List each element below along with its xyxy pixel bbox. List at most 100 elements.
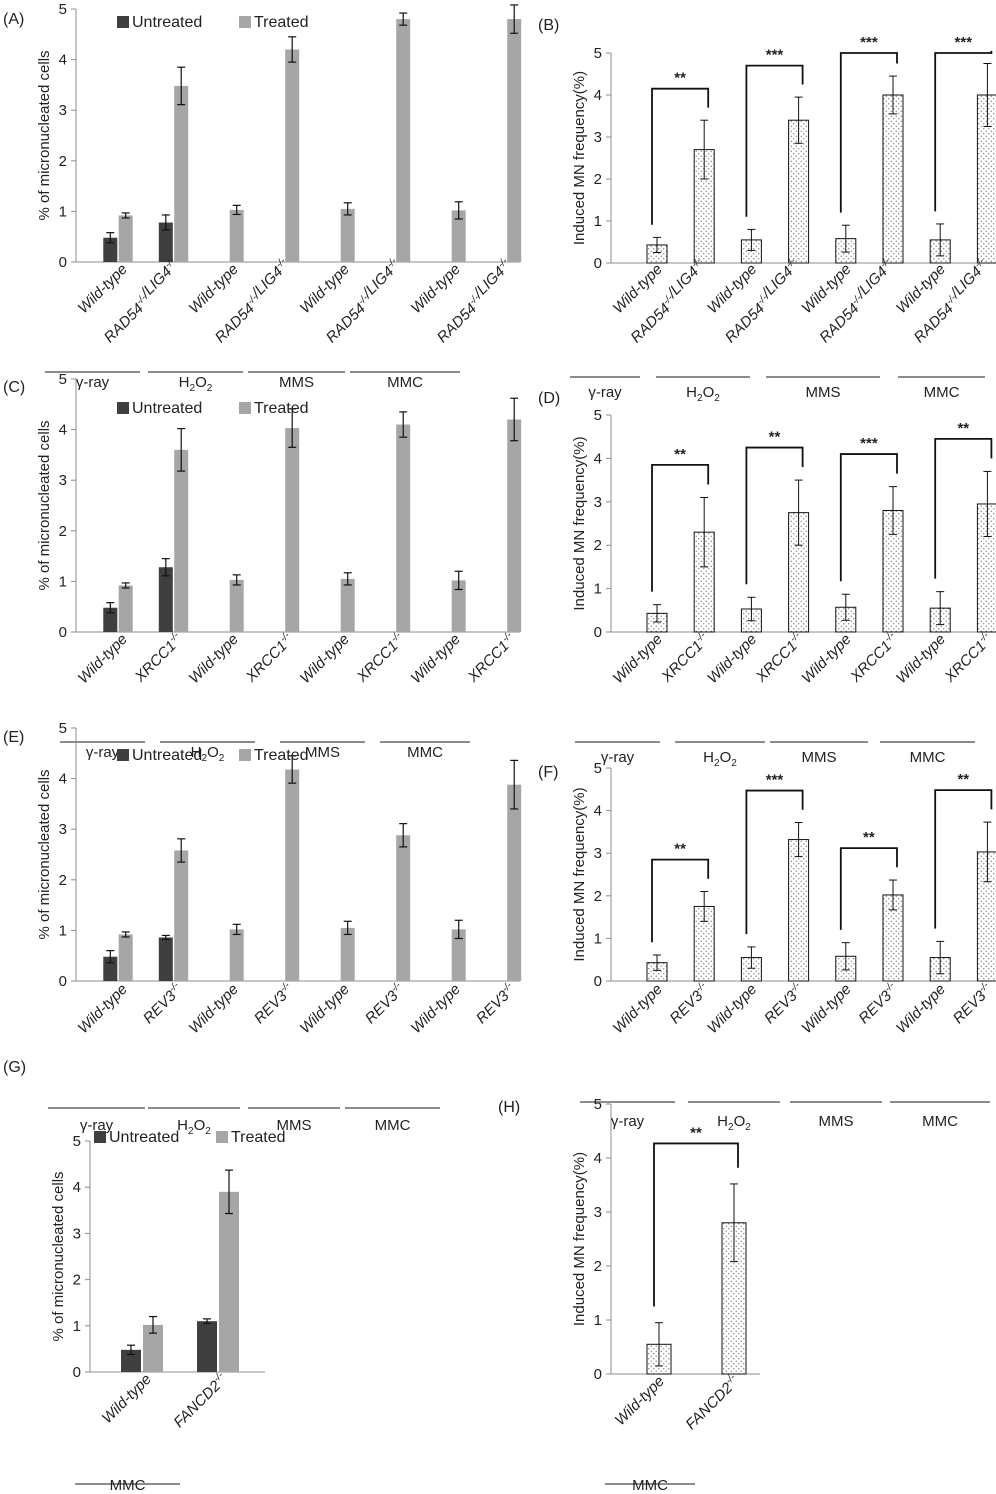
- y-axis-label: % of micronucleated cells: [50, 1171, 67, 1341]
- x-category-label: Wild-type: [408, 981, 464, 1037]
- bar-untreated: [103, 607, 118, 632]
- x-category-label: Wild-type: [297, 261, 353, 317]
- y-tick-label: 5: [59, 371, 67, 388]
- y-tick-label: 2: [73, 1272, 81, 1289]
- treatment-group-label: MMS: [305, 744, 340, 761]
- treatment-group-label: MMS: [819, 1113, 854, 1130]
- y-tick-label: 3: [59, 102, 67, 119]
- chart-panel-a: (A) 0 1 2 3 4 5 % of micronucleated cells Untrea…: [3, 1, 522, 394]
- y-tick-label: 5: [73, 1133, 81, 1150]
- x-category-label: Wild-type: [610, 631, 666, 687]
- treatment-group-label: H2O2: [686, 384, 720, 404]
- y-tick-label: 0: [594, 973, 602, 990]
- bar-treated: [174, 850, 189, 981]
- treatment-group-label: MMS: [277, 1117, 312, 1134]
- treatment-group-label: H2O2: [177, 1117, 211, 1137]
- panel-label: (B): [538, 17, 559, 34]
- significance-bracket: [651, 858, 710, 943]
- treatment-group-label: H2O2: [191, 744, 225, 764]
- bar-treated: [285, 428, 300, 632]
- panel-label: (E): [3, 729, 24, 746]
- treatment-group-label: MMC: [632, 1477, 668, 1494]
- bar-induced: [882, 94, 904, 264]
- x-category-label: Wild-type: [798, 631, 854, 687]
- y-axis-label: % of micronucleated cells: [36, 50, 53, 220]
- significance-bracket: [745, 789, 804, 935]
- x-category-label: XRCC1-/-: [940, 630, 996, 687]
- treatment-group-label: MMC: [922, 1113, 958, 1130]
- y-tick-label: 0: [594, 1366, 602, 1383]
- bar-treated: [340, 927, 355, 981]
- legend-label: Untreated: [109, 1129, 179, 1146]
- treatment-group-label: MMC: [110, 1477, 146, 1494]
- x-category-label: REV3-/-: [666, 980, 714, 1028]
- y-tick-label: 5: [594, 45, 602, 62]
- panel-label: (G): [3, 1059, 26, 1076]
- treatment-group-label: MMC: [924, 384, 960, 401]
- y-tick-label: 1: [73, 1318, 81, 1335]
- treatment-group-label: γ-ray: [601, 749, 635, 766]
- x-category-label: REV3-/-: [472, 980, 520, 1028]
- significance-label: **: [674, 70, 686, 87]
- bar-treated: [507, 19, 522, 263]
- treatment-group-label: γ-ray: [611, 1113, 645, 1130]
- y-tick-label: 0: [59, 254, 67, 271]
- y-tick-label: 3: [59, 821, 67, 838]
- y-tick-label: 1: [594, 930, 602, 947]
- y-tick-label: 3: [59, 472, 67, 489]
- y-tick-label: 1: [594, 581, 602, 598]
- legend-swatch: [94, 1131, 106, 1143]
- y-tick-label: 2: [59, 872, 67, 889]
- x-category-label: XRCC1-/-: [130, 630, 187, 687]
- significance-label: ***: [766, 772, 784, 789]
- x-category-label: Wild-type: [704, 631, 760, 687]
- y-tick-label: 2: [594, 888, 602, 905]
- legend-label: Treated: [231, 1129, 286, 1146]
- x-category-label: Wild-type: [798, 981, 854, 1037]
- bar-treated: [118, 215, 133, 262]
- y-tick-label: 4: [59, 422, 67, 439]
- y-tick-label: 3: [594, 129, 602, 146]
- x-category-label: REV3-/-: [361, 980, 409, 1028]
- bar-treated: [396, 19, 411, 263]
- legend-swatch: [216, 1131, 228, 1143]
- bar-treated: [219, 1191, 239, 1372]
- y-axis-label: Induced MN frequency(%): [571, 1152, 588, 1326]
- bar-treated: [451, 929, 466, 981]
- treatment-group-label: H2O2: [703, 749, 737, 769]
- y-tick-label: 3: [594, 1204, 602, 1221]
- significance-label: **: [863, 829, 875, 846]
- bar-untreated: [103, 237, 118, 262]
- significance-label: ***: [860, 34, 878, 51]
- x-category-label: XRCC1-/-: [352, 630, 409, 687]
- legend-label: Treated: [254, 747, 309, 764]
- x-category-label: XRCC1-/-: [463, 630, 520, 687]
- y-tick-label: 1: [59, 922, 67, 939]
- x-category-label: XRCC1-/-: [846, 630, 903, 687]
- legend-label: Untreated: [132, 747, 202, 764]
- bar-induced: [976, 503, 996, 633]
- x-category-label: Wild-type: [893, 981, 949, 1037]
- bar-induced: [788, 839, 810, 982]
- y-tick-label: 2: [594, 537, 602, 554]
- y-tick-label: 0: [59, 973, 67, 990]
- significance-label: **: [769, 429, 781, 446]
- x-category-label: Wild-type: [297, 631, 353, 687]
- legend-label: Treated: [254, 400, 309, 417]
- bar-treated: [285, 769, 300, 981]
- legend-label: Untreated: [132, 14, 202, 31]
- y-tick-label: 1: [594, 1312, 602, 1329]
- treatment-group-label: γ-ray: [86, 744, 120, 761]
- bar-treated: [229, 929, 244, 981]
- x-category-label: Wild-type: [704, 981, 760, 1037]
- significance-bracket: [745, 64, 804, 217]
- y-tick-label: 1: [59, 203, 67, 220]
- x-category-label: Wild-type: [75, 981, 131, 1037]
- panel-label: (F): [538, 764, 558, 781]
- significance-bracket: [653, 1142, 739, 1307]
- treatment-group-label: γ-ray: [588, 384, 622, 401]
- y-tick-label: 4: [59, 52, 67, 69]
